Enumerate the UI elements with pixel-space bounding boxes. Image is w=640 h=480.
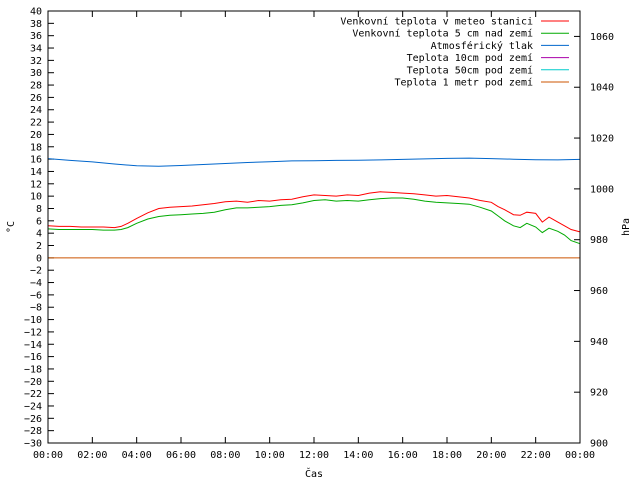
- y-tick-label-left: 16: [30, 155, 42, 166]
- x-tick-label: 22:00: [521, 450, 551, 461]
- y-tick-label-left: −4: [30, 278, 42, 289]
- y-tick-label-left: 26: [30, 93, 42, 104]
- y-tick-label-left: −22: [24, 389, 42, 400]
- y-tick-label-right: 920: [590, 388, 608, 399]
- y-axis-label-right: hPa: [621, 218, 632, 236]
- x-tick-label: 10:00: [255, 450, 285, 461]
- y-tick-label-right: 1040: [590, 83, 614, 94]
- y-tick-label-left: −12: [24, 327, 42, 338]
- y-tick-label-left: 10: [30, 192, 42, 203]
- y-tick-label-right: 980: [590, 235, 608, 246]
- y-tick-labels-left: −30−28−26−24−22−20−18−16−14−12−10−8−6−4−…: [24, 7, 42, 450]
- y-tick-label-left: −14: [24, 340, 42, 351]
- series-line-1: [47, 197, 581, 245]
- y-tick-label-left: 38: [30, 19, 42, 30]
- y-tick-label-left: −16: [24, 352, 42, 363]
- y-tick-label-left: −30: [24, 439, 42, 450]
- x-tick-label: 12:00: [299, 450, 329, 461]
- x-tick-label: 20:00: [476, 450, 506, 461]
- y-tick-label-left: −6: [30, 290, 42, 301]
- y-tick-label-right: 1060: [590, 32, 614, 43]
- y-tick-label-left: 4: [36, 229, 42, 240]
- series-lines: [47, 157, 581, 259]
- y-tick-label-left: 0: [36, 253, 42, 264]
- x-tick-labels: 00:00 02:00 04:00 06:00 08:00 10:00 12:00 14:00…: [33, 450, 595, 461]
- x-tick-label: 00:00: [33, 450, 63, 461]
- y-tick-label-left: 20: [30, 130, 42, 141]
- x-tick-label: 06:00: [166, 450, 196, 461]
- y-tick-labels-right: 900 920 940 960 980 1000 1020 1040 1060: [590, 32, 614, 450]
- x-tick-label: 04:00: [122, 450, 152, 461]
- y-tick-label-right: 960: [590, 286, 608, 297]
- legend-label-2: Atmosférický tlak: [431, 40, 533, 52]
- y-tick-label-left: 24: [30, 105, 42, 116]
- y-tick-label-left: −20: [24, 377, 42, 388]
- y-tick-label-left: 32: [30, 56, 42, 67]
- y-tick-label-left: 8: [36, 204, 42, 215]
- y-tick-label-right: 900: [590, 439, 608, 450]
- legend-label-5: Teplota 1 metr pod zemí: [395, 77, 533, 89]
- y-tick-label-left: 28: [30, 81, 42, 92]
- x-tick-label: 16:00: [388, 450, 418, 461]
- y-tick-label-left: −28: [24, 426, 42, 437]
- x-axis-label: Čas: [305, 467, 323, 480]
- y-tick-label-left: 6: [36, 216, 42, 227]
- y-tick-label-left: 14: [30, 167, 42, 178]
- x-tick-label: 08:00: [210, 450, 240, 461]
- legend-label-0: Venkovní teplota v meteo stanici: [340, 16, 533, 28]
- x-tick-label: 14:00: [343, 450, 373, 461]
- legend: Venkovní teplota v meteo staniciVenkovní…: [340, 16, 569, 89]
- x-tick-label: 02:00: [77, 450, 107, 461]
- y-tick-label-right: 1000: [590, 184, 614, 195]
- plot-frame: [47, 10, 581, 444]
- series-line-2: [47, 157, 581, 167]
- y-tick-label-left: −26: [24, 414, 42, 425]
- y-tick-label-left: −24: [24, 401, 42, 412]
- y-tick-label-right: 940: [590, 337, 608, 348]
- legend-label-4: Teplota 50cm pod zemí: [407, 64, 533, 76]
- series-line-0: [47, 191, 581, 233]
- y-tick-label-left: 18: [30, 142, 42, 153]
- y-tick-label-left: −8: [30, 303, 42, 314]
- y-tick-label-left: 30: [30, 68, 42, 79]
- y-tick-label-left: 2: [36, 241, 42, 252]
- y-axis-label-left: °C: [6, 221, 17, 233]
- x-tick-label: 18:00: [432, 450, 462, 461]
- y-tick-label-left: −18: [24, 364, 42, 375]
- legend-label-1: Venkovní teplota 5 cm nad zemí: [352, 28, 533, 40]
- x-tick-label: 00:00: [565, 450, 595, 461]
- legend-label-3: Teplota 10cm pod zemí: [407, 52, 533, 64]
- y-tick-label-right: 1020: [590, 134, 614, 145]
- y-tick-label-left: 12: [30, 179, 42, 190]
- y-tick-label-left: 22: [30, 118, 42, 129]
- y-tick-label-left: 36: [30, 31, 42, 42]
- y-tick-label-left: 40: [30, 7, 42, 18]
- y-tick-label-left: 34: [30, 44, 42, 55]
- y-tick-label-left: −2: [30, 266, 42, 277]
- y-tick-label-left: −10: [24, 315, 42, 326]
